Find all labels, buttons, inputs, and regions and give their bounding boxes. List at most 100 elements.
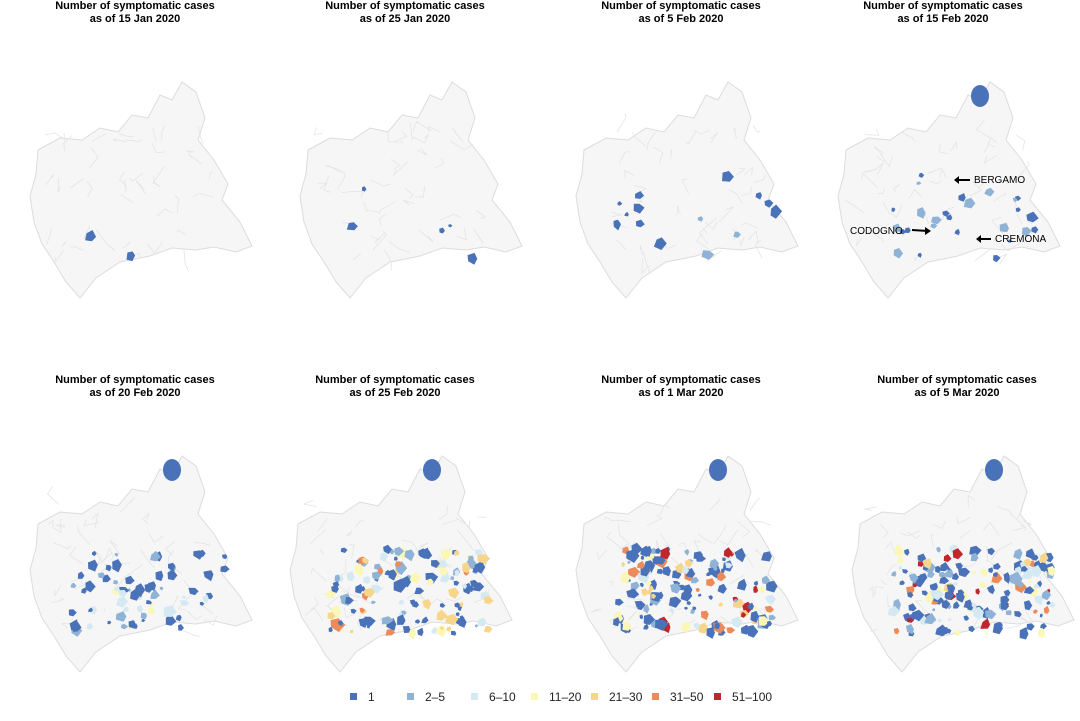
municipality-border	[418, 229, 434, 243]
case-patch	[684, 549, 690, 556]
case-patch	[148, 606, 155, 616]
case-patch	[640, 566, 651, 577]
case-patch	[1023, 586, 1035, 595]
case-patch	[155, 570, 164, 582]
case-patch	[628, 566, 641, 578]
municipality-border	[337, 171, 346, 190]
municipality-border	[349, 544, 355, 558]
case-patch	[639, 582, 644, 588]
case-patch	[115, 611, 127, 622]
case-patch	[765, 594, 777, 605]
map-panel-15-feb: Number of symptomatic cases as of 15 Feb…	[808, 0, 1078, 340]
case-patch	[91, 550, 97, 557]
municipality-border	[91, 133, 107, 143]
case-patch	[690, 576, 700, 584]
municipality-border	[616, 113, 627, 133]
case-patch	[706, 627, 715, 639]
municipality-border	[148, 532, 164, 543]
case-patch	[346, 222, 358, 231]
case-patch	[647, 589, 652, 595]
case-patch	[939, 576, 950, 584]
municipality-border	[736, 167, 746, 175]
case-patch	[737, 578, 747, 591]
legend-swatch	[591, 693, 598, 700]
case-patch	[439, 602, 446, 608]
case-patch	[643, 614, 655, 625]
municipality-border	[1012, 526, 1027, 532]
case-patch	[163, 459, 181, 481]
case-patch	[753, 606, 758, 610]
municipality-border	[647, 132, 656, 150]
case-patch	[125, 575, 135, 585]
case-patch	[137, 605, 143, 614]
municipality-border	[326, 164, 341, 173]
case-patch	[403, 626, 411, 633]
case-patch	[105, 564, 112, 572]
municipality-border	[877, 188, 886, 195]
region-outline	[29, 455, 253, 673]
case-patch	[150, 550, 161, 562]
case-patch	[454, 569, 461, 577]
case-patch	[946, 628, 952, 634]
case-patch	[458, 601, 464, 608]
municipality-border	[653, 146, 664, 164]
case-patch	[652, 558, 658, 565]
municipality-border	[871, 232, 885, 243]
municipality-border	[152, 127, 157, 142]
municipality-border	[619, 151, 630, 164]
municipality-border	[939, 167, 947, 179]
case-patch	[650, 580, 657, 586]
case-patch	[706, 578, 715, 587]
case-patch	[717, 571, 727, 582]
municipality-border	[646, 514, 663, 527]
case-patch	[649, 547, 657, 554]
municipality-border	[91, 512, 99, 529]
municipality-border	[46, 486, 59, 505]
case-patch	[635, 219, 645, 228]
municipality-border	[310, 567, 327, 582]
case-patch	[686, 601, 692, 606]
legend-swatch	[652, 693, 659, 700]
case-patch	[1037, 627, 1046, 638]
case-patch	[423, 459, 441, 481]
case-patch	[102, 574, 111, 583]
case-patch	[385, 629, 396, 636]
map-panel-5-mar: Number of symptomatic cases as of 5 Mar …	[822, 374, 1080, 714]
case-patch	[905, 624, 914, 635]
municipality-border	[975, 119, 991, 139]
municipality-border	[451, 127, 464, 143]
case-patch	[140, 612, 148, 620]
case-patch	[455, 612, 460, 617]
case-patch	[85, 230, 97, 242]
municipality-border	[938, 143, 949, 155]
municipality-border	[416, 148, 428, 156]
municipality-border	[996, 505, 1013, 517]
municipality-border	[930, 534, 935, 547]
municipality-border	[372, 230, 388, 251]
legend-label: 6–10	[489, 690, 516, 704]
municipality-border	[371, 179, 391, 187]
municipality-border	[719, 616, 730, 626]
municipality-border	[124, 138, 143, 142]
case-patch	[199, 601, 205, 606]
case-patch	[1012, 197, 1018, 203]
municipality-border	[696, 233, 710, 250]
municipality-border	[352, 253, 362, 261]
municipality-border	[606, 531, 622, 549]
case-patch	[453, 580, 460, 586]
case-patch	[394, 556, 398, 561]
panel-title-line2: as of 25 Jan 2020	[359, 13, 451, 25]
case-patch	[395, 561, 403, 567]
map-panel-20-feb: Number of symptomatic cases as of 20 Feb…	[0, 374, 270, 714]
case-patch	[430, 626, 438, 635]
panel-title: Number of symptomatic cases as of 20 Feb…	[0, 374, 270, 400]
case-patch	[923, 558, 932, 569]
municipality-border	[974, 249, 991, 262]
case-patch	[445, 614, 459, 626]
municipality-border	[745, 554, 754, 567]
panel-title-line1: Number of symptomatic cases	[325, 0, 485, 12]
case-patch	[123, 606, 130, 612]
case-patch	[992, 621, 1003, 635]
case-patch	[636, 560, 645, 569]
case-patch	[726, 627, 736, 634]
